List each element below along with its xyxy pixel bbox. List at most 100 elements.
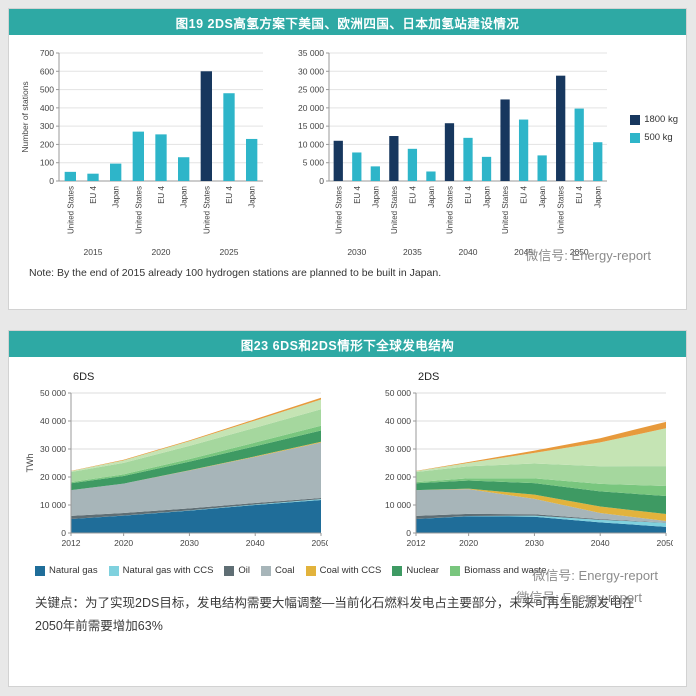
figure19-legend: 1800 kg 500 kg	[630, 114, 678, 143]
bar	[444, 123, 455, 181]
bar	[155, 134, 167, 181]
svg-text:30 000: 30 000	[385, 444, 411, 454]
figure19-note: Note: By the end of 2015 already 100 hyd…	[29, 267, 442, 279]
svg-text:40 000: 40 000	[40, 416, 66, 426]
legend-swatch	[305, 565, 316, 576]
area-series	[71, 499, 321, 533]
svg-text:United States: United States	[557, 186, 566, 234]
svg-text:200: 200	[40, 139, 54, 149]
figure23-card: 图23 6DS和2DS情形下全球发电结构 6DS 0 10 000 20 000 30…	[8, 330, 687, 687]
svg-text:300: 300	[40, 121, 54, 131]
svg-text:Japan: Japan	[427, 186, 436, 208]
chart-title-2ds: 2DS	[418, 371, 440, 383]
svg-text:20 000: 20 000	[40, 472, 66, 482]
svg-text:TWh: TWh	[25, 454, 35, 473]
svg-text:2030: 2030	[180, 538, 199, 548]
svg-text:0: 0	[406, 528, 411, 538]
legend-label: Natural gas with CCS	[122, 565, 214, 576]
area-series	[71, 442, 321, 516]
bar	[370, 166, 380, 181]
svg-text:EU 4: EU 4	[575, 185, 584, 203]
bar	[200, 71, 212, 181]
legend-swatch	[224, 565, 235, 576]
bar	[463, 137, 473, 181]
svg-text:United States: United States	[501, 186, 510, 234]
legend-item: Oil	[224, 565, 250, 576]
svg-text:EU 4: EU 4	[408, 185, 417, 203]
legend-item: Coal with CCS	[305, 565, 382, 576]
bar	[500, 99, 510, 181]
area-series	[416, 478, 666, 497]
svg-text:Japan: Japan	[538, 186, 547, 208]
area-series	[416, 516, 666, 533]
legend-item: Natural gas	[35, 565, 98, 576]
area-series	[71, 498, 321, 519]
hydrogen-stations-right-chart: 0 5 000 10 000 15 000 20 000 25 000 30 000 35 0…	[298, 48, 607, 257]
figure23-charts-row: 6DS 0 10 000 20 000 30 000 40 000 50 000 2012 2…	[9, 357, 686, 557]
legend-item: 1800 kg	[630, 114, 678, 125]
bar	[518, 119, 529, 181]
svg-text:EU 4: EU 4	[520, 185, 529, 203]
legend-label: Coal with CCS	[319, 565, 382, 576]
legend-item: Nuclear	[392, 565, 439, 576]
bar	[481, 156, 492, 181]
legend-swatch	[450, 565, 461, 576]
legend-label: 500 kg	[644, 132, 673, 143]
keypoint-text: 关键点：为了实现2DS目标，发电结构需要大幅调整—当前化石燃料发电占主要部分，未…	[35, 596, 635, 633]
svg-text:Number of stations: Number of stations	[20, 81, 30, 152]
svg-text:EU 4: EU 4	[157, 185, 166, 203]
svg-text:2012: 2012	[62, 538, 81, 548]
svg-text:25 000: 25 000	[298, 85, 324, 95]
area-series	[416, 513, 666, 523]
legend-item: Coal	[261, 565, 295, 576]
legend-label: Oil	[238, 565, 251, 576]
svg-text:2050: 2050	[570, 247, 589, 257]
svg-text:2020: 2020	[114, 538, 133, 548]
figure19-card: 图19 2DS高氢方案下美国、欧洲四国、日本加氢站建设情况 0 100 200 300…	[8, 8, 687, 310]
figure23-legend: Natural gas Natural gas with CCS Oil Coal Co…	[35, 565, 686, 576]
chart-title-6ds: 6DS	[73, 371, 95, 383]
chart-block-2ds: 2DS 0 10 000 20 000 30 000 40 000 50 000 2012 2…	[368, 357, 673, 557]
svg-text:2020: 2020	[459, 538, 478, 548]
svg-text:2015: 2015	[84, 247, 103, 257]
bar	[333, 140, 343, 181]
svg-text:2040: 2040	[246, 538, 265, 548]
legend-item: 500 kg	[630, 132, 678, 143]
legend-label: 1800 kg	[644, 114, 678, 125]
legend-label: Coal	[275, 565, 295, 576]
area-series	[416, 515, 666, 527]
svg-text:600: 600	[40, 66, 54, 76]
bar	[389, 136, 399, 181]
legend-label: Natural gas	[49, 565, 98, 576]
svg-text:EU 4: EU 4	[89, 185, 98, 203]
svg-text:400: 400	[40, 103, 54, 113]
svg-text:United States: United States	[445, 186, 454, 234]
bar	[246, 138, 258, 181]
area-series	[416, 488, 666, 521]
svg-text:EU 4: EU 4	[225, 185, 234, 203]
svg-text:0: 0	[61, 528, 66, 538]
legend-swatch	[108, 565, 119, 576]
area-series	[71, 430, 321, 491]
legend-swatch	[630, 114, 641, 125]
svg-text:Japan: Japan	[248, 186, 257, 208]
legend-swatch	[630, 132, 641, 143]
bar	[64, 171, 76, 181]
watermark: 微信号: Energy-report	[532, 568, 658, 583]
bar	[352, 152, 362, 181]
svg-text:United States: United States	[66, 186, 75, 234]
svg-text:0: 0	[49, 176, 54, 186]
legend-item: Biomass and waste	[450, 565, 546, 576]
svg-text:10 000: 10 000	[385, 500, 411, 510]
svg-text:Japan: Japan	[371, 186, 380, 208]
figure23-title: 图23 6DS和2DS情形下全球发电结构	[9, 331, 686, 357]
chart-block-6ds: 6DS 0 10 000 20 000 30 000 40 000 50 000 2012 2…	[23, 357, 328, 557]
svg-text:United States: United States	[334, 186, 343, 234]
svg-text:10 000: 10 000	[298, 139, 324, 149]
legend-item: Natural gas with CCS	[108, 565, 214, 576]
svg-text:EU 4: EU 4	[464, 185, 473, 203]
bar	[407, 148, 418, 181]
svg-text:2050: 2050	[657, 538, 673, 548]
svg-text:0: 0	[319, 176, 324, 186]
svg-text:Japan: Japan	[180, 186, 189, 208]
